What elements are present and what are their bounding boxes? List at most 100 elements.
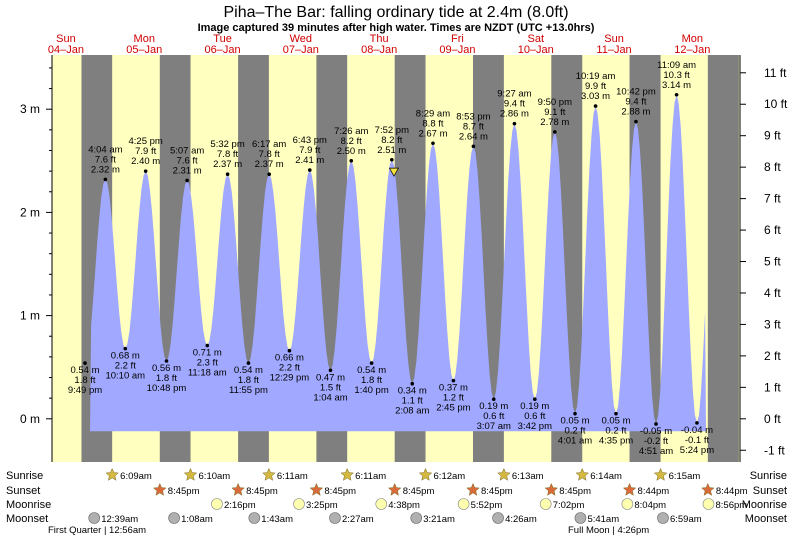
high-tide-label: 8.7 ft [463,121,484,132]
moonrise-time: 2:16pm [224,500,256,511]
y-right-tick-label: 6 ft [764,223,781,237]
moonset-time: 2:27am [342,514,374,525]
sunset-icon [231,482,245,496]
low-tide-label: 4:51 am [639,446,673,457]
night-band [707,55,739,462]
tide-water-area [90,94,706,432]
y-right-tick-label: 5 ft [764,255,781,269]
high-tide-point [307,168,312,172]
y-left-tick-label: 3 m [20,102,40,116]
high-tide-point [593,104,598,108]
astronomy-rows: Sunrise Sunrise Sunset Sunset Moonrise Moonri… [6,467,787,536]
low-tide-label: 0.2 ft [564,426,585,437]
low-tide-point [287,348,292,353]
high-tide-point [103,177,108,182]
row-label-right: Sunset [753,485,787,497]
low-tide-label: 1.1 ft [402,396,423,407]
sunrise-time: 6:14am [590,471,622,482]
day-name: Sun [56,33,76,45]
low-tide-point [369,361,374,365]
high-tide-label: 9:50 pm [538,97,572,108]
moonrise-icon [293,498,305,510]
chart-subtitle: Image captured 39 minutes after high wat… [198,22,595,34]
sunrise-time: 6:15am [669,471,701,482]
moonset-time: 12:39am [101,514,138,525]
moonrise-icon [621,498,634,510]
low-tide-label: -0.1 ft [685,435,710,446]
sunrise-icon [340,467,355,481]
y-right-tick-label: 4 ft [764,286,781,300]
low-tide-label: 0.71 m [193,348,222,359]
sunset-icon [466,482,480,496]
high-tide-label: 11:09 am [657,60,696,71]
moonrise-time: 5:52pm [471,500,503,511]
sunrise-icon [262,467,276,481]
moonset-icon [329,512,341,524]
sunset-time: 8:44pm [638,486,670,497]
low-tide-point [164,359,169,363]
sunrise-time: 6:10am [199,471,231,482]
sunrise-icon [575,467,590,481]
high-tide-label: 2.32 m [91,164,120,175]
low-tide-label: 1.5 ft [320,382,341,393]
low-tide-point [491,397,496,401]
high-tide-point [185,178,189,183]
low-tide-label: 0.6 ft [483,411,504,422]
moonrise-time: 4:38pm [388,500,420,511]
low-tide-label: 0.37 m [439,383,468,394]
sunrise-time: 6:13am [512,471,544,482]
day-name: Sun [604,33,624,45]
high-tide-label: 6:43 pm [293,135,327,146]
high-tide-label: 8.8 ft [422,118,443,129]
high-tide-label: 8:29 am [416,108,450,119]
low-tide-label: 1:04 am [313,392,347,403]
low-tide-label: 2.2 ft [279,363,300,374]
low-tide-label: 10:48 pm [147,383,187,394]
low-tide-label: 3:42 pm [518,421,552,432]
low-tide-label: 0.54 m [234,365,263,376]
high-tide-label: 8.2 ft [381,135,402,146]
moonset-time: 5:41am [587,514,619,525]
high-tide-label: 7:26 am [334,126,368,137]
low-tide-label: -0.05 m [640,426,672,437]
moonrise-time: 8:56pm [715,500,747,511]
high-tide-label: 10:42 pm [616,87,656,98]
moonset-time: 1:08am [181,514,213,525]
sunset-time: 8:45pm [403,486,435,497]
sunset-time: 8:45pm [481,486,513,497]
low-tide-label: 2.3 ft [197,358,218,369]
low-tide-label: 0.6 ft [524,411,545,422]
y-right-tick-label: 9 ft [764,129,781,143]
low-tide-label: 1:40 pm [354,385,388,396]
high-tide-label: 6:17 am [252,139,286,150]
y-right-tick-label: 3 ft [764,317,781,331]
moonset-time: 3:21am [423,514,455,525]
high-tide-label: 2.50 m [337,146,366,157]
sunset-icon [544,482,559,496]
row-label-left: Moonset [6,513,48,525]
low-tide-label: 2:45 pm [436,403,470,414]
sunset-icon [309,482,324,496]
low-tide-label: 10:10 am [105,371,145,382]
low-tide-label: 0.05 m [560,416,589,427]
high-tide-label: 10.3 ft [663,70,690,81]
moonrise-icon [457,498,470,510]
low-tide-label: 0.2 ft [605,426,626,437]
row-label-right: Moonset [745,513,787,525]
low-tide-label: 0.66 m [275,353,304,364]
low-tide-label: 0.54 m [70,365,99,376]
sunrise-time: 6:11am [355,471,386,482]
moonrise-time: 3:25pm [306,500,338,511]
high-tide-label: 2.78 m [540,117,569,128]
sunrise-time: 6:11am [277,471,308,482]
high-tide-label: 4:04 am [88,144,122,155]
sunset-time: 8:45pm [246,486,278,497]
high-tide-point [349,159,354,163]
low-tide-point [246,361,251,365]
high-tide-label: 2.67 m [418,128,447,139]
low-tide-point [451,378,456,383]
low-tide-label: 0.56 m [152,363,181,374]
high-tide-point [225,172,230,177]
high-tide-label: 9.4 ft [625,97,646,108]
